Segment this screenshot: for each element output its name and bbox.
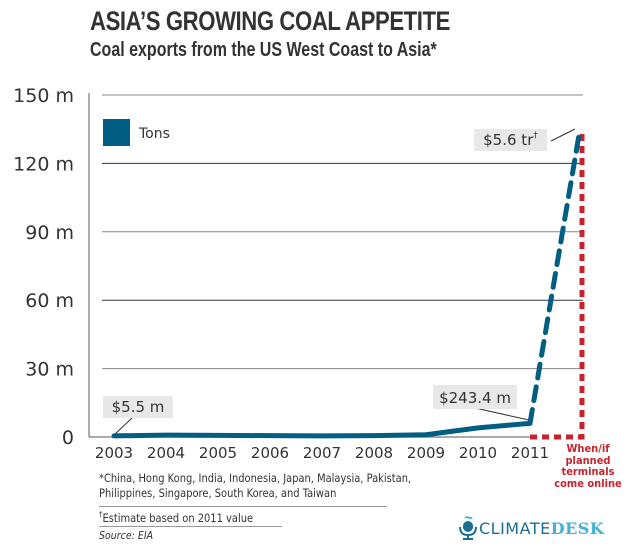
annotation-start-value: $5.5 m — [112, 398, 165, 416]
legend-label-tons: Tons — [138, 126, 170, 142]
gridlines — [102, 94, 583, 370]
y-tick-label: 120 m — [13, 153, 74, 175]
series-line-projection — [527, 126, 583, 426]
projection-marker — [530, 129, 585, 440]
series-line-tons — [111, 420, 533, 439]
terminals-note-line: planned — [565, 453, 611, 467]
x-tick-label: 2007 — [303, 444, 341, 462]
y-tick-label: 30 m — [25, 359, 74, 381]
terminals-note-line: terminals — [561, 465, 615, 478]
series-lines — [111, 126, 583, 439]
climate-desk-logo: CLIMATE DESK — [457, 516, 604, 540]
x-tick-label: 2005 — [199, 444, 237, 462]
x-tick-label: 2006 — [251, 444, 289, 462]
legend: Tons — [103, 119, 170, 146]
terminals-note-line: When/if — [566, 442, 610, 455]
footnote-divider — [99, 506, 387, 507]
annotation-projection-value: $5.6 tr† — [483, 131, 538, 149]
x-tick-label: 2011 — [511, 444, 549, 462]
projection-dotted-line — [530, 129, 585, 440]
estimate-text: Estimate based on 2011 value — [102, 510, 254, 525]
x-tick-label: 2009 — [407, 444, 445, 462]
y-tick-label: 60 m — [25, 290, 74, 312]
dagger-mark: † — [533, 131, 538, 141]
chart-title: ASIA’S GROWING COAL APPETITE — [90, 6, 451, 36]
annotation-2011-value-leader — [474, 407, 530, 421]
estimate-footnote: †Estimate based on 2011 value — [99, 510, 253, 525]
x-tick-labels: 2003 2004 2005 2006 2007 2008 2009 2010 2011 — [95, 444, 549, 462]
footnote-divider — [99, 526, 282, 527]
annotations: $5.5 m $243.4 m $5.6 tr† — [103, 128, 576, 435]
logo-text-climate: CLIMATE — [479, 518, 551, 538]
annotation-2011-value-box — [433, 385, 517, 409]
terminals-note: When/if planned terminals come online — [546, 443, 630, 489]
annotation-2011-value: $243.4 m — [439, 389, 511, 407]
annotation-projection-value-box — [474, 129, 547, 151]
logo-text-desk: DESK — [550, 518, 605, 538]
y-tick-labels: 0 30 m 60 m 90 m 120 m 150 m — [13, 85, 74, 449]
terminals-note-line: come online — [554, 476, 622, 490]
source-note: Source: EIA — [99, 529, 154, 542]
countries-footnote-line2: Philippines, Singapore, South Korea, and… — [99, 486, 337, 500]
annotation-projection-value-leader — [550, 128, 576, 142]
y-tick-label: 0 — [62, 427, 74, 449]
y-tick-label: 150 m — [13, 85, 74, 107]
annotation-start-value-box — [103, 396, 173, 418]
x-tick-label: 2010 — [459, 444, 497, 462]
x-tick-label: 2008 — [355, 444, 393, 462]
countries-footnote: *China, Hong Kong, India, Indonesia, Jap… — [99, 471, 411, 501]
x-tick-label: 2004 — [147, 444, 185, 462]
annotation-start-value-leader — [114, 417, 133, 435]
chart-subtitle: Coal exports from the US West Coast to A… — [90, 39, 437, 61]
countries-footnote-line1: *China, Hong Kong, India, Indonesia, Jap… — [99, 471, 412, 485]
y-tick-label: 90 m — [25, 222, 74, 244]
x-tick-label: 2003 — [95, 444, 133, 462]
dagger-mark: † — [99, 510, 103, 519]
microphone-icon — [459, 516, 477, 540]
legend-swatch-tons — [103, 119, 130, 146]
